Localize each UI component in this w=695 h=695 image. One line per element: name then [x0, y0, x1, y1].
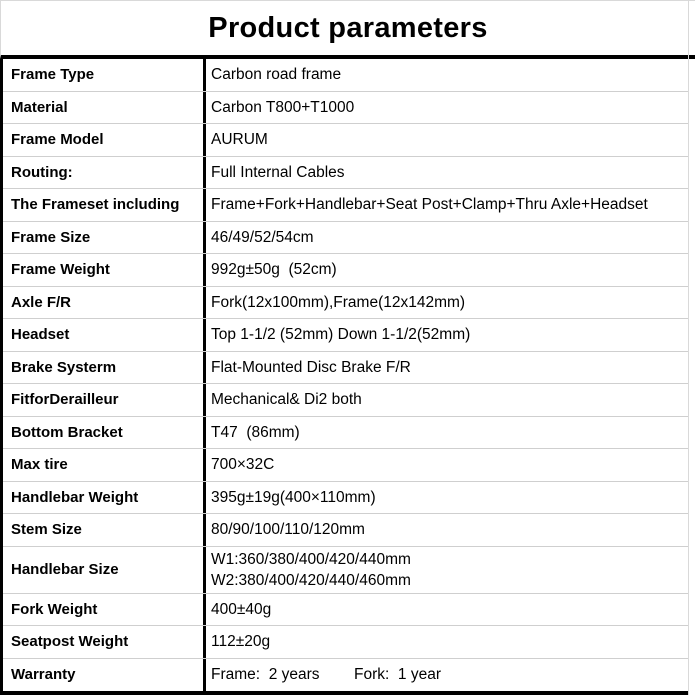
- table-row: Fork Weight 400±40g: [3, 593, 689, 626]
- row-value: Full Internal Cables: [211, 163, 345, 181]
- table-row: Stem Size 80/90/100/110/120mm: [3, 514, 689, 547]
- row-label: Frame Type: [3, 59, 206, 91]
- table-row: Frame Type Carbon road frame: [3, 59, 689, 92]
- table-row: Handlebar Weight 395g±19g(400×110mm): [3, 481, 689, 514]
- row-value: 400±40g: [211, 600, 272, 618]
- row-value: Frame+Fork+Handlebar+Seat Post+Clamp+Thr…: [211, 196, 648, 214]
- row-value: Top 1-1/2 (52mm) Down 1-1/2(52mm): [211, 326, 471, 344]
- row-label: Max tire: [3, 449, 206, 481]
- table-row: Frame Model AURUM: [3, 124, 689, 157]
- row-value: Carbon T800+T1000: [211, 98, 355, 116]
- row-label: Material: [3, 91, 206, 123]
- row-value: Flat-Mounted Disc Brake F/R: [211, 358, 411, 376]
- table-row: Seatpost Weight 112±20g: [3, 626, 689, 659]
- row-value: T47 (86mm): [211, 423, 300, 441]
- row-value: AURUM: [211, 131, 268, 149]
- table-row: Headset Top 1-1/2 (52mm) Down 1-1/2(52mm…: [3, 319, 689, 352]
- row-value: Frame: 2 years Fork: 1 year: [211, 666, 441, 684]
- row-label: Axle F/R: [3, 286, 206, 318]
- row-label: Frame Model: [3, 124, 206, 156]
- row-value: 700×32C: [211, 456, 275, 474]
- table-row: Material Carbon T800+T1000: [3, 91, 689, 124]
- row-label: Warranty: [3, 658, 206, 691]
- row-value: W1:360/380/400/420/440mm W2:380/400/420/…: [211, 550, 411, 589]
- table-row: The Frameset including Frame+Fork+Handle…: [3, 189, 689, 222]
- row-label: Frame Size: [3, 221, 206, 253]
- table-row: Frame Weight 992g±50g (52cm): [3, 254, 689, 287]
- row-value: Fork(12x100mm),Frame(12x142mm): [211, 293, 466, 311]
- row-label: Bottom Bracket: [3, 416, 206, 448]
- row-label: Stem Size: [3, 514, 206, 546]
- row-label: Seatpost Weight: [3, 626, 206, 658]
- table-row: Handlebar Size W1:360/380/400/420/440mm …: [3, 546, 689, 594]
- row-value: 46/49/52/54cm: [211, 228, 314, 246]
- row-value: Carbon road frame: [211, 66, 342, 84]
- table-row: Warranty Frame: 2 years Fork: 1 year: [3, 658, 689, 691]
- table-row: Brake Systerm Flat-Mounted Disc Brake F/…: [3, 351, 689, 384]
- row-value: Mechanical& Di2 both: [211, 391, 362, 409]
- row-label: Routing:: [3, 156, 206, 188]
- row-value: 112±20g: [211, 633, 271, 651]
- row-label: Handlebar Size: [3, 546, 206, 593]
- row-label: Headset: [3, 319, 206, 351]
- table-row: Routing: Full Internal Cables: [3, 156, 689, 189]
- row-label: FitforDerailleur: [3, 384, 206, 416]
- row-value: 395g±19g(400×110mm): [211, 488, 376, 506]
- table-body: Frame Type Carbon road frame Material Ca…: [0, 59, 689, 695]
- row-label: The Frameset including: [3, 189, 206, 221]
- row-value: 992g±50g (52cm): [211, 261, 337, 279]
- row-label: Frame Weight: [3, 254, 206, 286]
- table-row: Bottom Bracket T47 (86mm): [3, 416, 689, 449]
- row-label: Fork Weight: [3, 593, 206, 625]
- row-label: Brake Systerm: [3, 351, 206, 383]
- row-value: 80/90/100/110/120mm: [211, 521, 365, 539]
- table-row: FitforDerailleur Mechanical& Di2 both: [3, 384, 689, 417]
- table-row: Max tire 700×32C: [3, 449, 689, 482]
- page-title: Product parameters: [0, 1, 695, 59]
- table-row: Frame Size 46/49/52/54cm: [3, 221, 689, 254]
- row-label: Handlebar Weight: [3, 481, 206, 513]
- table-row: Axle F/R Fork(12x100mm),Frame(12x142mm): [3, 286, 689, 319]
